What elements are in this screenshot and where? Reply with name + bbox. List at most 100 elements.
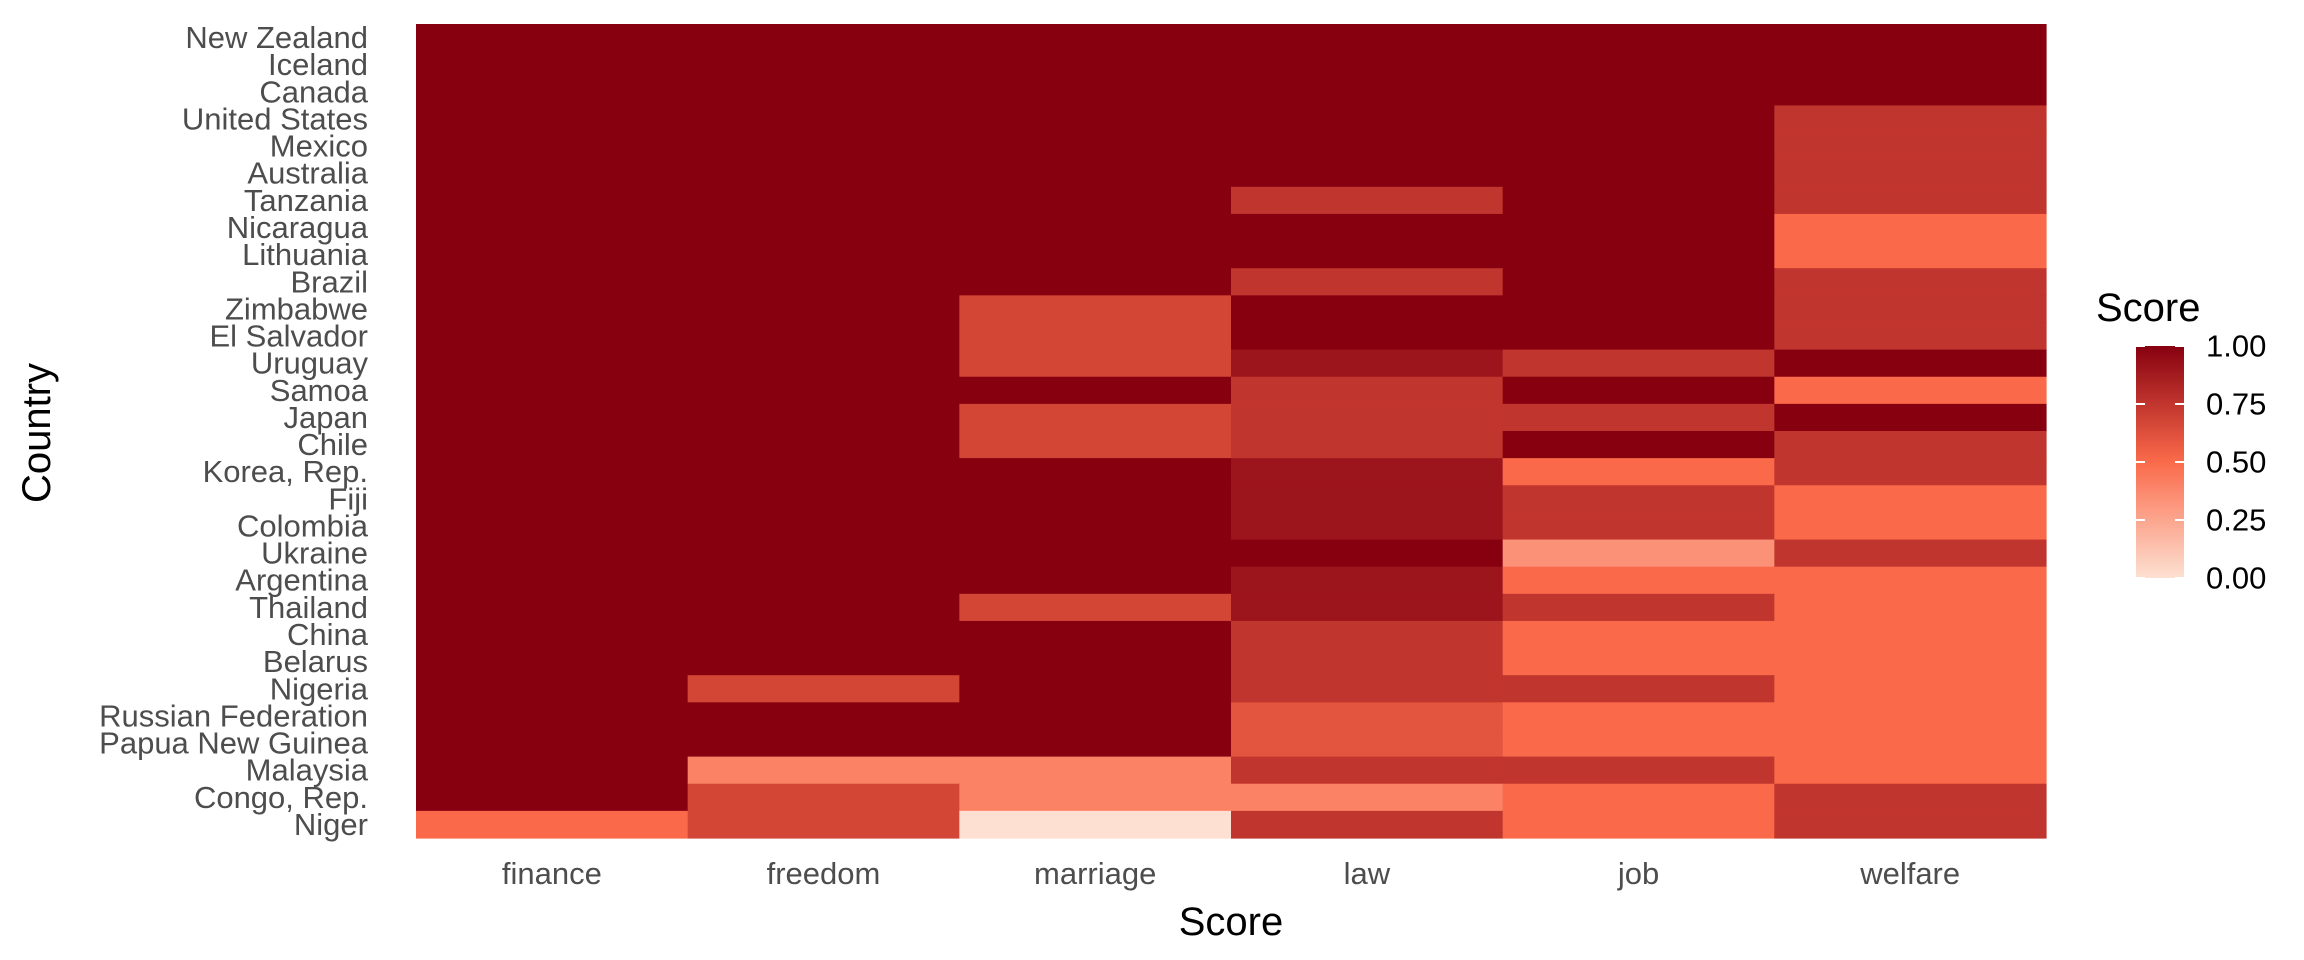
y-tick-label: El Salvador [209,319,368,354]
heatmap-cell [687,403,960,432]
y-tick-label: Australia [247,156,368,191]
heatmap-cell [959,485,1232,513]
heatmap-cell [1502,268,1775,296]
heatmap-cell [687,810,960,839]
heatmap-cell [687,268,960,296]
heatmap-cell [959,729,1232,758]
legend-tick-label: 0.00 [2206,561,2266,596]
heatmap-cell [959,539,1232,568]
heatmap-cell [959,24,1232,52]
heatmap-cell [687,132,960,161]
y-tick-label: Samoa [270,373,369,408]
heatmap-cell [959,295,1232,324]
heatmap-cell [1502,376,1775,405]
heatmap-cell [1774,729,2047,758]
heatmap-cell [1502,51,1775,79]
heatmap-cell [416,186,689,215]
y-tick-label: Canada [259,74,368,109]
heatmap-cell [1502,566,1775,595]
heatmap-cell [1774,593,2047,622]
heatmap-cell [1502,729,1775,758]
heatmap-cell [416,376,689,405]
heatmap-cell [416,213,689,242]
heatmap-cell [1774,186,2047,215]
heatmap-cell [687,322,960,351]
heatmap-cell [959,620,1232,649]
heatmap-cell [959,349,1232,378]
heatmap-cell [687,512,960,541]
heatmap-cell [1502,512,1775,541]
heatmap-cell [1231,241,1504,269]
heatmap-cell [959,51,1232,79]
heatmap-cell [416,403,689,432]
heatmap-cell [1231,24,1504,52]
heatmap-cell [1774,268,2047,296]
heatmap-cell [959,186,1232,215]
heatmap-cell [687,620,960,649]
heatmap-cell [416,648,689,676]
heatmap-cell [687,675,960,703]
heatmap-cell [1231,539,1504,568]
heatmap-cell [1774,810,2047,839]
heatmap-cell [1231,810,1504,839]
heatmap-cell [416,458,689,486]
heatmap-cell [687,729,960,758]
heatmap-cell [687,349,960,378]
legend-tick-label: 0.50 [2206,445,2266,480]
heatmap-cell [687,485,960,513]
heatmap-cell [959,783,1232,812]
heatmap-cell [959,675,1232,703]
heatmap-cell [959,213,1232,242]
heatmap-cell [1502,295,1775,324]
heatmap-cell [1231,159,1504,188]
heatmap-cell [959,403,1232,432]
y-tick-label: Chile [297,427,368,462]
heatmap-cell [1231,349,1504,378]
heatmap-cell [1774,376,2047,405]
heatmap-cell [1502,241,1775,269]
heatmap-cell [1502,539,1775,568]
heatmap-cell [416,268,689,296]
heatmap-cell [416,593,689,622]
heatmap-cell [1774,78,2047,106]
y-tick-label: Japan [284,400,368,435]
heatmap-cell [1774,105,2047,134]
heatmap-cell [1774,349,2047,378]
heatmap-cell [959,512,1232,541]
heatmap-cell [687,458,960,486]
heatmap-cell [416,78,689,106]
y-tick-label: Belarus [263,644,368,679]
x-tick-label: job [1617,856,1659,891]
heatmap-cell [1231,756,1504,785]
y-tick-label: Ukraine [261,536,368,571]
heatmap-cell [1502,403,1775,432]
x-tick-label: freedom [767,856,881,891]
heatmap-cell [1231,186,1504,215]
heatmap-cell [416,322,689,351]
heatmap-cell [687,756,960,785]
heatmap-cell [687,648,960,676]
heatmap-cell [416,159,689,188]
heatmap-cell [1231,566,1504,595]
heatmap-cell [1502,756,1775,785]
heatmap-cell [1774,51,2047,79]
y-tick-label: Zimbabwe [225,291,368,326]
heatmap-cell [687,51,960,79]
heatmap-cell [1231,78,1504,106]
legend-tick-label: 0.75 [2206,387,2266,422]
y-tick-label: Nigeria [270,671,369,706]
heatmap-cell [1502,322,1775,351]
x-tick-labels: finance freedom marriage law job welfare [502,856,1960,891]
heatmap-cell [1774,458,2047,486]
legend-tick-label: 1.00 [2206,329,2266,364]
x-tick-label: welfare [1859,856,1960,891]
heatmap-cell [1502,105,1775,134]
heatmap-cell [1774,213,2047,242]
heatmap-cell [1231,431,1504,459]
heatmap-cell [959,810,1232,839]
color-legend: Score 0.00 0.25 0.50 0.75 1.00 [2096,286,2266,596]
heatmap-cell [1774,675,2047,703]
heatmap-cell [1774,648,2047,676]
heatmap-cell [1502,213,1775,242]
